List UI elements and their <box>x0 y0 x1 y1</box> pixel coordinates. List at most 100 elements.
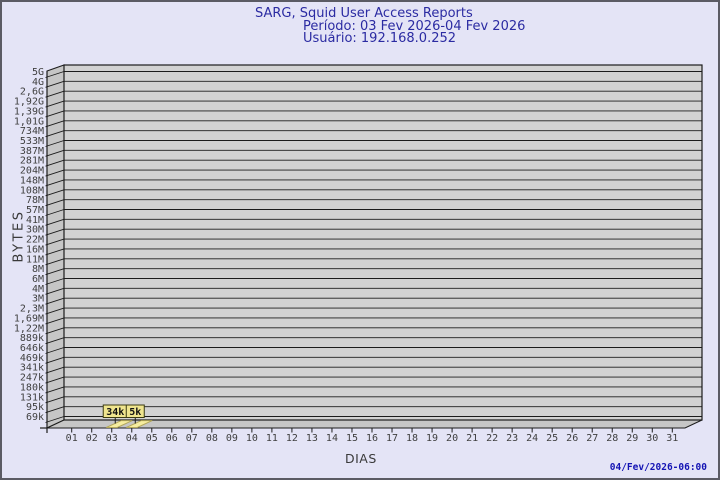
y-tick-label: 1,22M <box>14 323 44 334</box>
y-tick-label: 3M <box>32 294 44 305</box>
x-tick-label: 10 <box>246 433 258 444</box>
y-gridline-wall-segment <box>45 366 65 374</box>
y-gridline-wall-segment <box>45 199 65 207</box>
y-gridline-wall-segment <box>45 416 65 423</box>
x-axis-title: DIAS <box>345 451 377 466</box>
y-gridline-wall-segment <box>45 347 65 354</box>
y-gridline-wall-segment <box>45 327 65 335</box>
y-tick-label: 5G <box>32 67 44 78</box>
y-gridline-wall-segment <box>45 248 65 256</box>
y-tick-label: 148M <box>20 175 44 186</box>
y-tick-label: 204M <box>20 166 44 177</box>
y-gridline-wall-segment <box>45 356 65 364</box>
x-tick-label: 14 <box>326 433 338 444</box>
x-tick-label: 06 <box>166 433 178 444</box>
x-tick-label: 04 <box>126 433 138 444</box>
bar <box>106 420 133 428</box>
y-gridline-wall-segment <box>45 169 65 177</box>
y-tick-label: 57M <box>26 205 44 216</box>
y-tick-label: 1,92G <box>14 97 44 108</box>
bar <box>126 420 153 428</box>
x-tick-label: 25 <box>546 433 558 444</box>
y-gridline-wall-segment <box>45 100 65 108</box>
x-tick-label: 21 <box>466 433 478 444</box>
y-gridline-wall-segment <box>45 396 65 404</box>
bar-value-label: 34k <box>106 407 124 418</box>
y-gridline-wall-segment <box>45 278 65 285</box>
y-tick-label: 6M <box>32 274 44 285</box>
x-tick-label: 02 <box>86 433 98 444</box>
y-gridline-wall-segment <box>45 120 65 128</box>
x-tick-label: 05 <box>146 433 158 444</box>
x-tick-label: 30 <box>646 433 658 444</box>
y-tick-label: 2,3M <box>20 304 44 315</box>
y-tick-label: 646k <box>20 343 44 354</box>
report-title: SARG, Squid User Access Reports <box>255 6 473 21</box>
x-tick-label: 29 <box>626 433 638 444</box>
y-tick-label: 247k <box>20 373 44 384</box>
chart-plot-panel <box>63 64 703 421</box>
x-tick-label: 11 <box>266 433 278 444</box>
generation-timestamp: 04/Fev/2026-06:00 <box>609 462 707 473</box>
y-axis-title: BYTES <box>11 209 27 263</box>
y-tick-label: 180k <box>20 382 44 393</box>
x-tick-label: 03 <box>106 433 118 444</box>
y-gridline-wall-segment <box>45 179 65 187</box>
y-tick-label: 11M <box>26 254 44 265</box>
y-tick-label: 69k <box>26 412 44 423</box>
y-gridline-wall-segment <box>45 71 65 78</box>
x-tick-label: 12 <box>286 433 298 444</box>
y-tick-label: 1,69M <box>14 313 44 324</box>
x-tick-label: 23 <box>506 433 518 444</box>
y-gridline-wall-segment <box>45 297 65 305</box>
x-tick-label: 17 <box>386 433 398 444</box>
x-tick-label: 16 <box>366 433 378 444</box>
y-gridline-wall-segment <box>45 209 65 216</box>
y-gridline-wall-segment <box>45 307 65 315</box>
x-tick-label: 22 <box>486 433 498 444</box>
y-tick-label: 4G <box>32 77 44 88</box>
y-gridline-wall-segment <box>45 149 65 157</box>
y-tick-label: 41M <box>26 215 44 226</box>
y-tick-label: 131k <box>20 392 44 403</box>
y-gridline-wall-segment <box>45 287 65 295</box>
x-tick-label: 27 <box>586 433 598 444</box>
x-tick-label: 09 <box>226 433 238 444</box>
y-gridline-wall-segment <box>45 159 65 167</box>
y-gridline-wall-segment <box>45 268 65 276</box>
y-gridline-wall-segment <box>45 317 65 325</box>
x-tick-label: 18 <box>406 433 418 444</box>
y-tick-label: 22M <box>26 235 44 246</box>
y-gridline-wall-segment <box>45 90 65 98</box>
y-tick-label: 95k <box>26 402 44 413</box>
bar-value-box <box>125 404 145 418</box>
y-gridline-wall-segment <box>45 238 65 246</box>
y-gridline-wall-segment <box>45 140 65 147</box>
bar-value-label: 5k <box>129 407 141 418</box>
chart-left-wall <box>46 64 65 429</box>
y-tick-label: 30M <box>26 225 44 236</box>
y-gridline-wall-segment <box>45 130 65 138</box>
y-tick-label: 734M <box>20 126 44 137</box>
y-gridline-wall-segment <box>45 110 65 118</box>
y-gridline-wall-segment <box>45 406 65 414</box>
x-tick-label: 20 <box>446 433 458 444</box>
y-tick-label: 108M <box>20 185 44 196</box>
y-tick-label: 1,39G <box>14 106 44 117</box>
x-tick-label: 19 <box>426 433 438 444</box>
x-tick-label: 26 <box>566 433 578 444</box>
x-tick-label: 08 <box>206 433 218 444</box>
x-tick-label: 24 <box>526 433 538 444</box>
y-gridline-wall-segment <box>45 80 65 88</box>
x-tick-label: 31 <box>666 433 678 444</box>
report-user: Usuário: 192.168.0.252 <box>303 31 457 46</box>
x-tick-label: 07 <box>186 433 198 444</box>
y-tick-label: 1,01G <box>14 116 44 127</box>
y-gridline-wall-segment <box>45 386 65 394</box>
y-gridline-wall-segment <box>45 189 65 197</box>
y-tick-label: 8M <box>32 264 44 275</box>
y-tick-label: 889k <box>20 333 44 344</box>
y-gridline-wall-segment <box>45 218 65 226</box>
